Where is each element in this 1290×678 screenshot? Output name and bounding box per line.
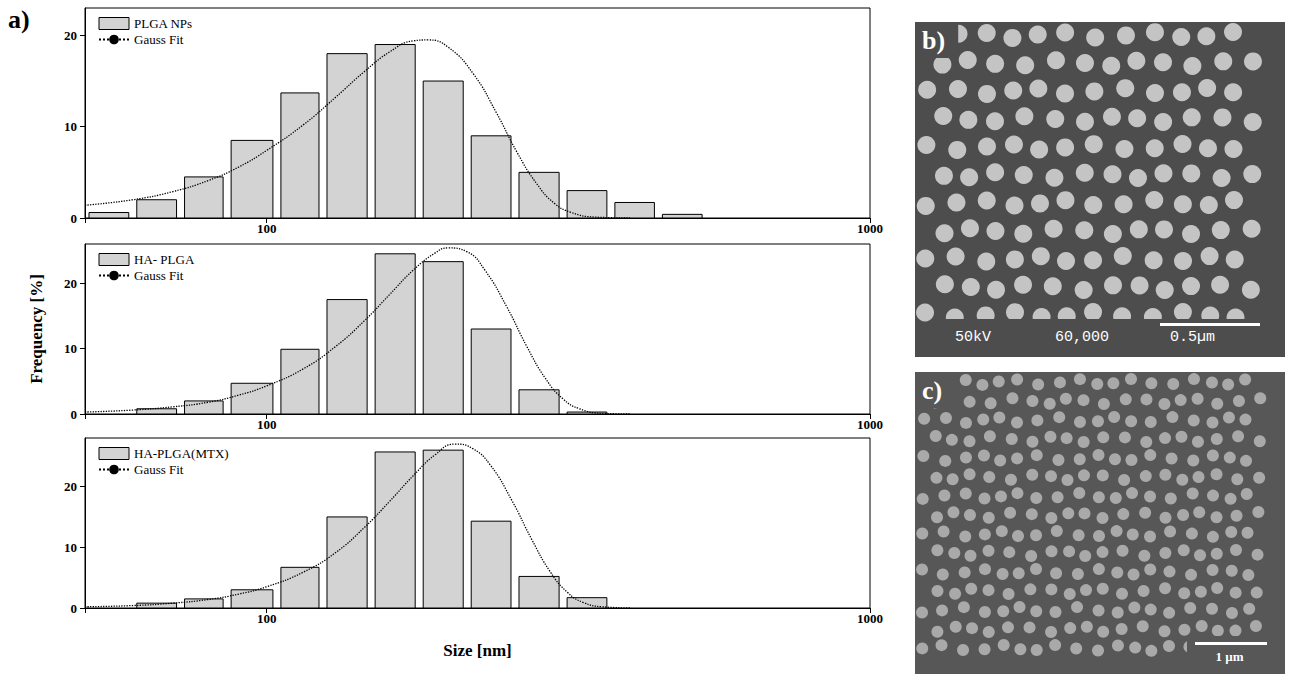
svg-text:0: 0 <box>71 211 78 226</box>
svg-text:1000: 1000 <box>857 221 883 236</box>
svg-text:20: 20 <box>64 28 77 43</box>
svg-text:PLGA NPs: PLGA NPs <box>134 16 192 31</box>
svg-text:0: 0 <box>71 407 78 422</box>
svg-text:100: 100 <box>257 221 277 236</box>
svg-text:20: 20 <box>64 276 77 291</box>
svg-text:60,000: 60,000 <box>1055 329 1109 346</box>
svg-text:Size [nm]: Size [nm] <box>443 641 511 660</box>
svg-text:1 µm: 1 µm <box>1215 649 1243 664</box>
svg-text:a): a) <box>8 5 30 34</box>
svg-text:Gauss Fit: Gauss Fit <box>134 462 184 477</box>
svg-text:20: 20 <box>64 479 77 494</box>
svg-text:c): c) <box>922 376 942 405</box>
svg-text:100: 100 <box>257 611 277 626</box>
svg-text:Gauss Fit: Gauss Fit <box>134 268 184 283</box>
svg-text:0: 0 <box>71 601 78 616</box>
svg-text:10: 10 <box>64 119 77 134</box>
svg-text:Gauss Fit: Gauss Fit <box>134 32 184 47</box>
svg-text:HA- PLGA: HA- PLGA <box>134 252 195 267</box>
svg-text:HA-PLGA(MTX): HA-PLGA(MTX) <box>134 446 229 461</box>
svg-text:10: 10 <box>64 341 77 356</box>
svg-text:b): b) <box>922 26 945 55</box>
svg-text:0.5µm: 0.5µm <box>1170 329 1215 346</box>
svg-text:50kV: 50kV <box>955 329 991 346</box>
svg-text:1000: 1000 <box>857 417 883 432</box>
svg-text:Frequency [%]: Frequency [%] <box>27 274 46 384</box>
svg-text:1000: 1000 <box>857 611 883 626</box>
svg-text:100: 100 <box>257 417 277 432</box>
svg-text:10: 10 <box>64 540 77 555</box>
